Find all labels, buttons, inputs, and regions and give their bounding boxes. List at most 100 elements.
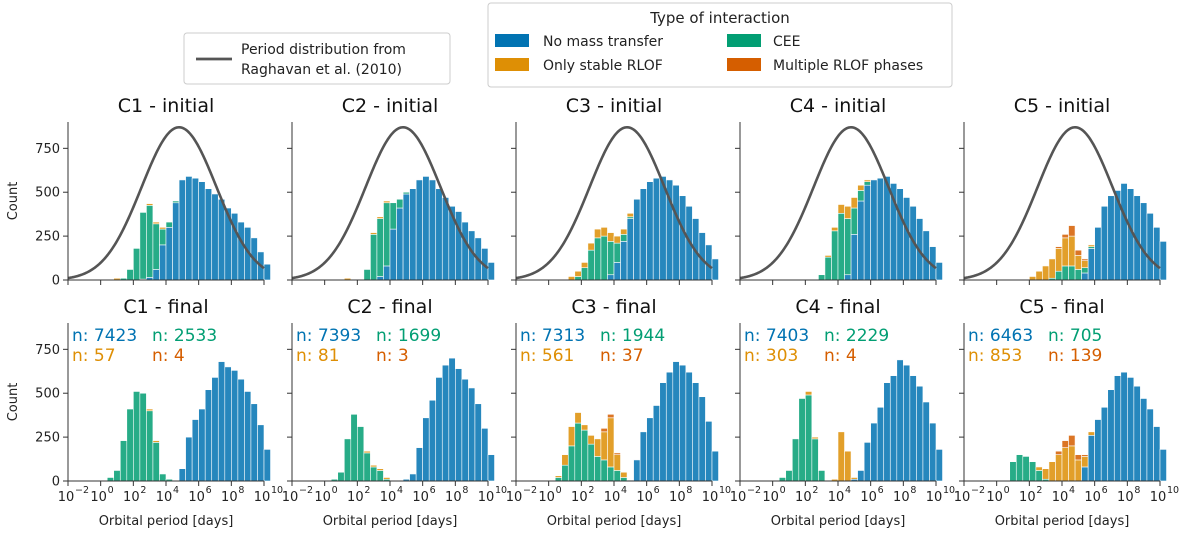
legend-swatch-stable [495, 58, 529, 71]
bar-only-stable-rlof [600, 431, 608, 461]
x-tick-exponent: 4 [621, 485, 627, 496]
bar-no-mass-transfer [468, 387, 476, 482]
bar-no-mass-transfer [679, 364, 687, 482]
bar-no-mass-transfer [1107, 195, 1115, 281]
x-tick-exponent: −2 [299, 485, 313, 496]
x-tick-exponent: 4 [1069, 485, 1075, 496]
n-count-no-mass-transfer: n: 7403 [744, 326, 809, 346]
bar-no-mass-transfer [863, 184, 871, 281]
bar-no-mass-transfer [389, 228, 397, 281]
bar-no-mass-transfer [896, 188, 904, 281]
x-tick-label: 10 [636, 490, 653, 505]
bar-no-mass-transfer [396, 207, 404, 281]
x-tick-exponent: 2 [1036, 485, 1042, 496]
x-tick-exponent: −2 [747, 485, 761, 496]
bar-no-mass-transfer [487, 454, 495, 482]
bar-no-mass-transfer [231, 370, 239, 482]
x-tick-exponent: 8 [462, 485, 468, 496]
bar-only-stable-rlof [594, 438, 602, 457]
y-tick-label: 500 [35, 186, 60, 201]
bar-no-mass-transfer [152, 269, 160, 281]
y-tick-label: 0 [52, 274, 60, 289]
bar-no-mass-transfer [639, 188, 647, 281]
bar-no-mass-transfer [1087, 435, 1095, 482]
bar-cee [159, 473, 167, 482]
n-count-multiple-rlof: n: 3 [376, 346, 409, 366]
bar-no-mass-transfer [1081, 272, 1089, 281]
bar-no-mass-transfer [185, 436, 193, 482]
bar-cee [850, 207, 858, 235]
bar-cee [139, 212, 147, 280]
bar-only-stable-rlof [567, 276, 576, 281]
bar-no-mass-transfer [672, 184, 680, 281]
x-tick-label: 10 [445, 490, 462, 505]
n-count-only-stable-rlof: n: 81 [296, 346, 340, 366]
bar-only-stable-rlof [554, 475, 563, 478]
bar-only-stable-rlof [844, 205, 852, 219]
bar-no-mass-transfer [672, 361, 680, 482]
bar-only-stable-rlof [626, 212, 634, 218]
bar-only-stable-rlof [383, 477, 391, 480]
bar-no-mass-transfer [1113, 375, 1122, 482]
bar-cee [791, 438, 800, 482]
bar-no-mass-transfer [217, 361, 226, 482]
bar-cee [343, 438, 352, 482]
x-tick-exponent: 0 [332, 485, 338, 496]
bar-no-mass-transfer [1094, 227, 1102, 281]
bar-only-stable-rlof [581, 262, 589, 269]
panel-title: C4 - initial [790, 95, 887, 117]
bar-no-mass-transfer [1146, 212, 1154, 281]
bar-only-stable-rlof [1055, 454, 1063, 482]
x-tick-label: 10 [828, 490, 845, 505]
bar-only-stable-rlof [363, 450, 371, 454]
bar-cee [126, 408, 134, 482]
bar-no-mass-transfer [474, 403, 482, 482]
bar-cee [152, 223, 160, 270]
bar-no-mass-transfer [903, 197, 911, 281]
bar-only-stable-rlof [587, 242, 595, 251]
x-tick-exponent: −2 [523, 485, 537, 496]
bar-no-mass-transfer [922, 401, 930, 482]
bar-only-stable-rlof [587, 435, 595, 445]
bar-cee [613, 242, 621, 263]
x-tick-exponent: 8 [910, 485, 916, 496]
bar-no-mass-transfer [633, 198, 641, 281]
legend-swatch-cee [727, 34, 761, 47]
panel-title: C5 - initial [1014, 95, 1111, 117]
panel-title: C2 - initial [342, 95, 439, 117]
bar-multiple-rlof [1061, 440, 1069, 448]
panel-title: C3 - final [571, 296, 656, 318]
x-tick-label: 10 [860, 490, 877, 505]
bar-cee [1061, 265, 1069, 281]
bar-no-mass-transfer [1153, 227, 1161, 281]
n-count-multiple-rlof: n: 37 [600, 346, 644, 366]
bar-no-mass-transfer [428, 399, 437, 482]
bar-no-mass-transfer [679, 195, 687, 281]
y-axis-label: Count [6, 383, 21, 422]
bar-no-mass-transfer [652, 405, 661, 482]
bar-no-mass-transfer [481, 428, 489, 482]
bar-only-stable-rlof [620, 228, 628, 235]
bar-no-mass-transfer [1140, 202, 1148, 281]
bar-cee [337, 471, 345, 482]
bar-cee [376, 470, 384, 482]
bar-cee [1022, 456, 1030, 482]
bar-cee [119, 440, 128, 482]
bar-only-stable-rlof [1087, 244, 1095, 247]
x-tick-label: 10 [478, 490, 495, 505]
x-tick-exponent: 0 [108, 485, 114, 496]
y-tick-label: 0 [52, 475, 60, 490]
bar-no-mass-transfer [415, 179, 423, 281]
x-tick-exponent: 6 [206, 485, 212, 496]
legend-label-stable: Only stable RLOF [543, 58, 663, 74]
n-count-no-mass-transfer: n: 6463 [968, 326, 1033, 346]
bar-no-mass-transfer [935, 262, 943, 281]
x-tick-exponent: 10 [1167, 485, 1179, 496]
x-tick-label: 10 [571, 490, 588, 505]
panel: C5 - initial [959, 95, 1167, 285]
bar-cee [383, 202, 391, 267]
